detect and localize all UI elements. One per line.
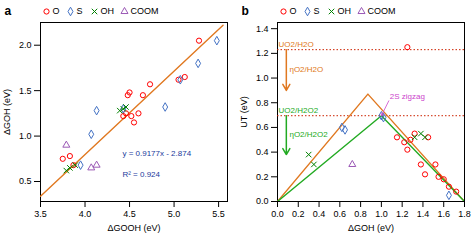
svg-text:O: O [53, 6, 60, 16]
svg-text:2S zigzag: 2S zigzag [390, 92, 425, 101]
svg-text:UT (eV): UT (eV) [239, 96, 249, 127]
svg-text:a: a [5, 4, 12, 18]
svg-text:1.2: 1.2 [256, 48, 269, 58]
svg-text:1.6: 1.6 [437, 209, 450, 219]
svg-text:y = 0.9177x - 2.874: y = 0.9177x - 2.874 [122, 149, 191, 158]
svg-text:OH: OH [338, 6, 352, 16]
svg-text:ΔGOH (eV): ΔGOH (eV) [348, 223, 394, 233]
svg-text:1.5: 1.5 [19, 86, 32, 96]
svg-text:1.0: 1.0 [19, 131, 32, 141]
svg-text:COOM: COOM [368, 6, 396, 16]
svg-text:R² = 0.924: R² = 0.924 [122, 170, 160, 179]
svg-text:S: S [77, 6, 83, 16]
svg-text:ΔGOH (eV): ΔGOH (eV) [2, 89, 12, 135]
svg-text:b: b [242, 4, 249, 18]
svg-text:0.4: 0.4 [313, 209, 326, 219]
svg-text:1.2: 1.2 [396, 209, 409, 219]
svg-text:0.2: 0.2 [292, 209, 305, 219]
svg-text:ηO2/H2O2: ηO2/H2O2 [289, 130, 328, 139]
svg-text:5.5: 5.5 [212, 209, 225, 219]
svg-text:ΔGOOH (eV): ΔGOOH (eV) [107, 223, 160, 233]
svg-text:OH: OH [101, 6, 115, 16]
svg-text:0.6: 0.6 [334, 209, 347, 219]
svg-text:UO2/H2O: UO2/H2O [279, 40, 314, 49]
svg-text:ηO2/H2O: ηO2/H2O [289, 65, 323, 74]
svg-text:0.5: 0.5 [19, 176, 32, 186]
svg-text:0.0: 0.0 [271, 209, 284, 219]
svg-text:3.5: 3.5 [34, 209, 47, 219]
svg-text:0.4: 0.4 [256, 147, 269, 157]
svg-text:4.0: 4.0 [79, 209, 92, 219]
svg-text:0.2: 0.2 [256, 172, 269, 182]
svg-text:COOM: COOM [131, 6, 159, 16]
svg-text:0.6: 0.6 [256, 122, 269, 132]
svg-text:1.4: 1.4 [256, 24, 269, 34]
svg-text:S: S [314, 6, 320, 16]
svg-text:1.0: 1.0 [256, 73, 269, 83]
svg-text:O: O [290, 6, 297, 16]
svg-text:1.4: 1.4 [417, 209, 430, 219]
svg-text:4.5: 4.5 [123, 209, 136, 219]
svg-text:0.8: 0.8 [256, 98, 269, 108]
svg-text:2.0: 2.0 [19, 40, 32, 50]
svg-text:UO2/H2O2: UO2/H2O2 [279, 106, 319, 115]
svg-text:0.0: 0.0 [256, 196, 269, 206]
svg-text:1.8: 1.8 [458, 209, 471, 219]
svg-text:0.8: 0.8 [354, 209, 367, 219]
svg-text:5.0: 5.0 [168, 209, 181, 219]
svg-text:1.0: 1.0 [375, 209, 388, 219]
